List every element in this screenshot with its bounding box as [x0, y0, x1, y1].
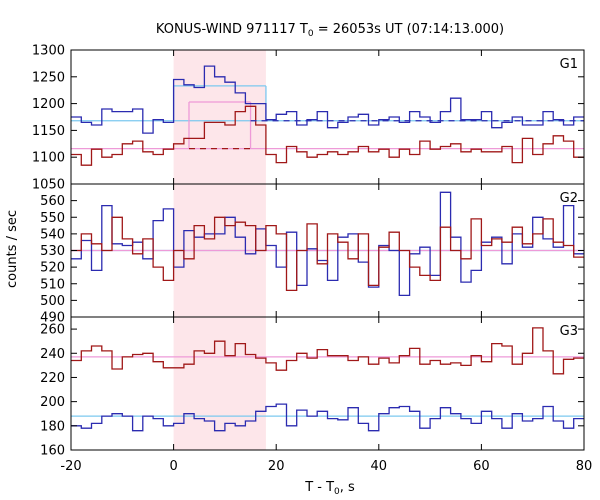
panel-g3: 160 180 200 220 240 260 G3 [40, 316, 585, 459]
series-red [71, 105, 584, 166]
y-tick-label: 550 [40, 211, 65, 226]
series-red [71, 216, 584, 292]
y-tick-label: 510 [40, 277, 65, 292]
shaded-interval [173, 50, 266, 184]
x-tick-label: 0 [169, 459, 177, 474]
y-tick-label: 1200 [32, 97, 65, 112]
x-axis-label-sub: 0 [334, 487, 340, 497]
series-blue [71, 65, 584, 134]
x-axis: -20 0 20 40 60 80 [60, 459, 592, 474]
x-tick-label: 20 [268, 459, 285, 474]
panel-g1: 1050 1100 1150 1200 1250 1300 G1 [32, 44, 585, 193]
y-axis-label: counts / sec [5, 210, 20, 288]
y-tick-label: 1150 [32, 124, 65, 139]
panel-label: G1 [560, 57, 578, 72]
series-blue [71, 191, 584, 297]
y-tick-label: 200 [40, 395, 65, 410]
y-tick-label: 500 [40, 294, 65, 309]
x-tick-label: 80 [576, 459, 593, 474]
panel-label: G3 [560, 324, 578, 339]
x-axis-label-main: T - T [304, 480, 334, 495]
panel-label: G2 [560, 191, 578, 206]
y-tick-label: 160 [40, 444, 65, 459]
shaded-interval [173, 317, 266, 450]
y-tick-label: 1300 [32, 44, 65, 59]
y-tick-label: 260 [40, 323, 65, 338]
y-tick-label: 240 [40, 347, 65, 362]
y-tick-label: 520 [40, 261, 65, 276]
series-red [71, 327, 584, 375]
y-tick-label: 220 [40, 371, 65, 386]
x-tick-label: 40 [371, 459, 388, 474]
chart-title: KONUS-WIND 971117 T0 = 26053s UT (07:14:… [156, 22, 504, 39]
chart-title-main: KONUS-WIND 971117 T [156, 22, 308, 37]
y-tick-label: 1250 [32, 70, 65, 85]
y-tick-label: 1050 [32, 178, 65, 193]
y-tick-label: 490 [40, 311, 65, 326]
chart-title-sub: 0 [308, 29, 314, 39]
x-tick-label: -20 [60, 459, 81, 474]
y-tick-label: 180 [40, 419, 65, 434]
chart-title-rest: = 26053s UT (07:14:13.000) [314, 22, 504, 37]
y-tick-label: 540 [40, 227, 65, 242]
x-axis-label: T - T0, s [304, 480, 355, 497]
x-tick-label: 60 [473, 459, 490, 474]
y-tick-label: 1100 [32, 151, 65, 166]
series-blue [71, 403, 584, 432]
y-tick-label: 560 [40, 194, 65, 209]
x-axis-label-rest: , s [340, 480, 355, 495]
y-tick-label: 530 [40, 244, 65, 259]
panel-frame [70, 316, 585, 451]
